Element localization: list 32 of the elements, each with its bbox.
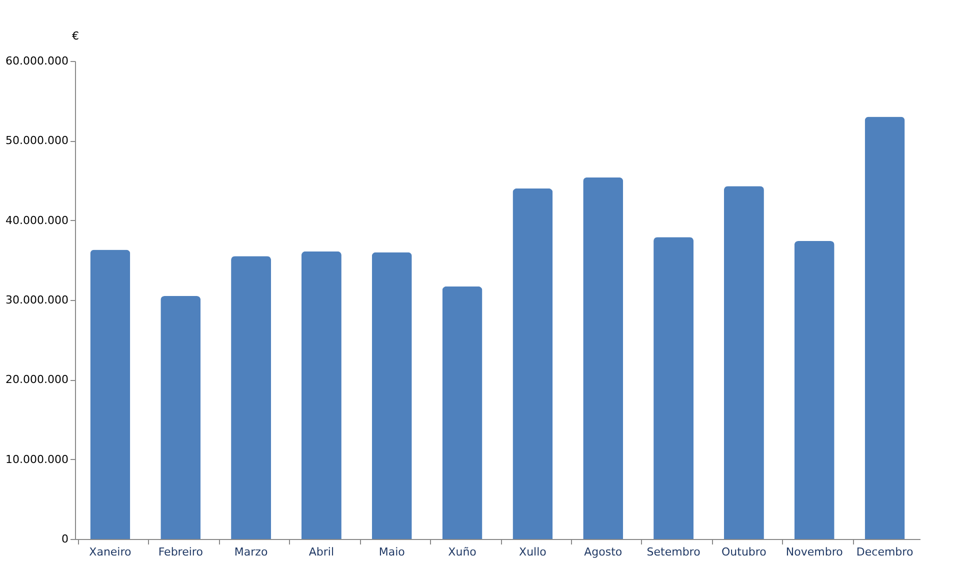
- x-tick-label: Xullo: [519, 546, 547, 558]
- bar: [864, 116, 905, 539]
- y-tick-label: 30.000.000: [6, 294, 68, 306]
- x-tick-label: Novembro: [786, 546, 844, 558]
- y-tick-label: 60.000.000: [6, 54, 68, 68]
- bar: [372, 252, 412, 539]
- bar: [301, 251, 342, 539]
- bar: [231, 256, 272, 539]
- x-tick-label: Decembro: [856, 546, 914, 558]
- bar: [583, 177, 624, 539]
- x-tick-label: Xaneiro: [89, 546, 132, 558]
- y-tick-label: 40.000.000: [6, 214, 68, 227]
- bar: [654, 237, 694, 539]
- bar: [794, 241, 834, 539]
- x-tick-label: Xuño: [448, 546, 477, 558]
- y-tick-label: 50.000.000: [6, 134, 68, 148]
- x-tick-label: Febreiro: [158, 546, 204, 558]
- bar: [724, 186, 764, 539]
- x-tick-label: Marzo: [234, 546, 268, 558]
- x-tick-label: Maio: [378, 546, 406, 558]
- bar: [160, 296, 201, 539]
- y-axis-title: €: [72, 30, 79, 42]
- bar: [442, 286, 482, 539]
- y-tick-label: 10.000.000: [6, 452, 68, 466]
- x-tick-label: Abril: [308, 546, 334, 558]
- x-tick-label: Agosto: [584, 546, 622, 558]
- x-tick-label: Outubro: [721, 546, 767, 558]
- bar: [512, 188, 553, 539]
- bar: [90, 250, 130, 539]
- y-tick-label: 20.000.000: [6, 373, 68, 386]
- y-tick-label: 0: [62, 532, 68, 546]
- x-tick-label: Setembro: [646, 546, 701, 558]
